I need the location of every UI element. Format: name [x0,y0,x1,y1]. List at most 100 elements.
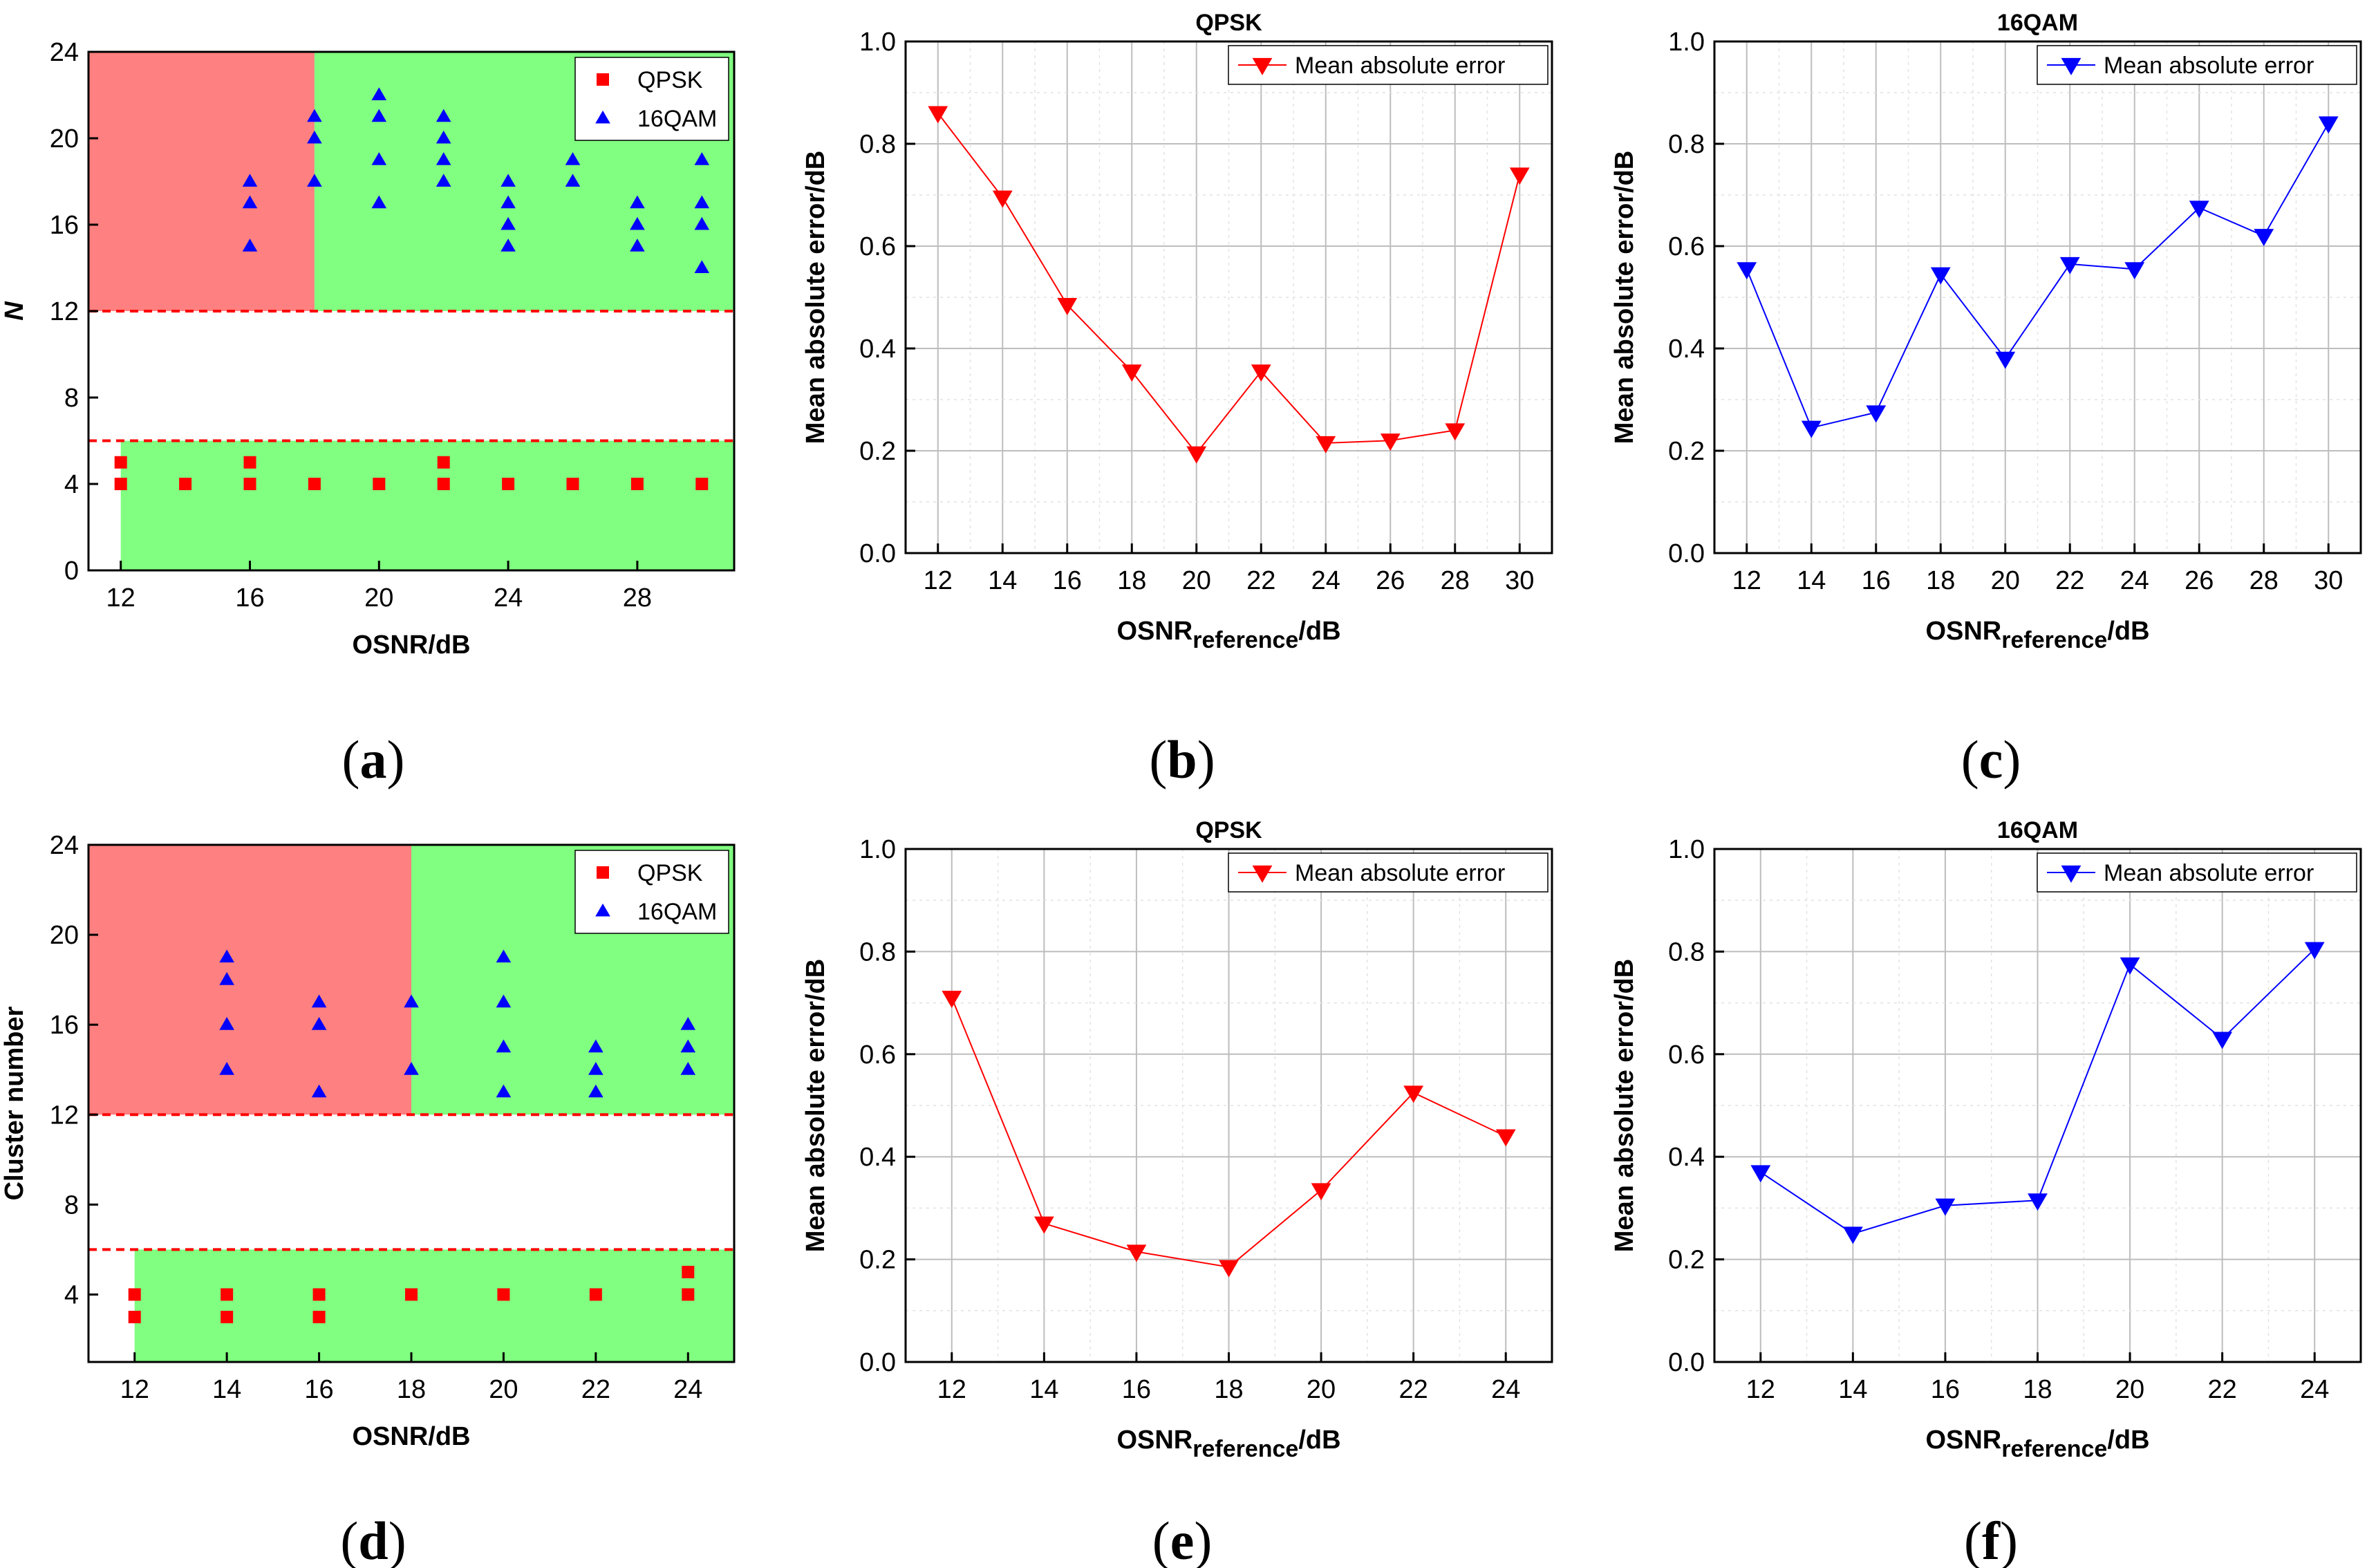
data-point-16QAM-1 [242,195,258,209]
data-point-QPSK-12 [695,478,709,490]
panel-label: (b) [1149,729,1215,790]
data-point-QPSK-9 [682,1265,695,1278]
data-point-4 [1995,351,2016,369]
data-point-3 [2028,1193,2048,1211]
data-point-16QAM-17 [680,1039,696,1053]
data-point-16QAM-11 [436,130,451,144]
data-point-16QAM-19 [565,174,581,187]
data-point-16QAM-10 [436,109,451,122]
x-tick-label: 20 [1991,566,2020,595]
data-point-16QAM-7 [371,109,387,122]
data-point-16QAM-20 [630,195,645,209]
legend-marker-1 [595,110,610,124]
data-point-3 [1121,364,1142,382]
data-point-16QAM-0 [242,174,258,187]
data-point-4 [1311,1183,1331,1201]
data-point-16QAM-3 [307,109,322,122]
data-point-1 [1033,1216,1054,1234]
data-point-7 [1380,433,1401,451]
data-point-QPSK-1 [128,1310,141,1323]
legend-marker-0 [597,866,609,879]
data-point-5 [1251,364,1271,382]
panel-label: (a) [342,729,405,790]
x-tick-label: 18 [1926,566,1955,595]
data-point-3 [1219,1260,1239,1278]
y-tick-label: 4 [64,470,79,499]
y-tick-label: 0.4 [1668,1143,1705,1172]
x-axis-label-tail: /dB [2107,1426,2149,1455]
data-point-0 [1750,1165,1771,1183]
x-axis-label-sub: reference [1192,627,1298,653]
data-point-1 [992,190,1013,208]
legend-label: Mean absolute error [2104,860,2314,886]
panel-label: (e) [1152,1511,1213,1568]
legend-label-0: QPSK [637,860,703,886]
data-point-16QAM-13 [588,1039,604,1053]
x-axis-label: OSNR/dB [353,1422,471,1451]
chart-title: 16QAM [1997,817,2078,843]
plot-frame [904,40,1553,554]
data-point-0 [1737,262,1757,280]
panel-paren-open: ( [1152,1511,1170,1568]
data-point-16QAM-16 [500,216,516,230]
data-point-QPSK-0 [114,456,127,469]
data-point-2 [1866,405,1887,423]
data-point-16QAM-8 [371,152,387,165]
panel-b: 12 14 16 18 20 22 24 26 28 30 0.0 0.2 0.4 0.6 0.8 1.0 OS… [801,10,1553,790]
y-tick-label: 0.4 [1668,335,1705,364]
y-axis-label: Cluster number [0,1006,29,1200]
x-tick-label: 16 [1122,1375,1151,1404]
x-tick-label: 16 [1053,566,1082,595]
data-point-16QAM-4 [311,994,327,1008]
data-point-16QAM-8 [404,1062,419,1075]
y-tick-label: 0.8 [859,130,896,159]
y-tick-label: 0.2 [859,437,896,466]
x-tick-label: 28 [623,584,652,613]
panel-paren-close: ) [2003,729,2021,790]
x-tick-label: 30 [1505,566,1534,595]
data-point-16QAM-15 [588,1084,604,1098]
x-tick-label: 12 [924,566,953,595]
x-axis-label-sub: reference [1192,1436,1298,1462]
region-0 [88,845,411,1115]
data-point-16QAM-13 [436,174,451,187]
legend-label-1: 16QAM [637,899,717,925]
data-point-QPSK-10 [682,1288,695,1301]
data-point-16QAM-2 [242,239,258,252]
data-point-16QAM-24 [694,195,710,209]
legend-marker [1252,865,1273,883]
y-tick-label: 1.0 [859,28,896,57]
y-tick-label: 20 [50,124,79,153]
data-point-16QAM-2 [219,1017,234,1030]
legend-marker [1252,57,1273,75]
x-axis-label-sub: reference [2001,627,2107,653]
panel-letter: b [1167,729,1197,790]
x-tick-label: 12 [937,1375,966,1404]
y-tick-label: 16 [50,211,79,240]
y-tick-label: 0.8 [859,937,896,967]
data-point-QPSK-1 [114,478,127,490]
region-2 [120,440,734,570]
y-tick-label: 0.2 [859,1246,896,1275]
data-point-16QAM-12 [496,1084,512,1098]
data-point-4 [1186,446,1207,464]
x-axis-label: OSNRreference/dB [1925,617,2149,653]
data-point-QPSK-7 [497,1288,510,1301]
data-point-8 [1445,423,1466,441]
data-point-2 [1057,298,1078,315]
legend-box [574,57,729,141]
x-tick-label: 18 [1117,566,1146,595]
y-axis-label: Mean absolute error/dB [801,959,830,1252]
data-point-2 [1126,1244,1147,1262]
x-tick-label: 20 [489,1375,518,1404]
panel-paren-close: ) [2000,1511,2018,1568]
x-tick-label: 26 [1376,566,1405,595]
panel-paren-open: ( [1961,729,1979,790]
panel-paren-open: ( [342,729,360,790]
data-point-5 [2059,256,2080,274]
chart-title: QPSK [1195,10,1262,36]
panel-a: 12 16 20 24 28 0 4 8 12 16 20 24 OSNR/dB N QPSK 16QAM (a… [0,38,736,790]
data-point-QPSK-8 [437,478,450,490]
data-point-QPSK-7 [437,456,450,469]
x-tick-label: 20 [1182,566,1211,595]
